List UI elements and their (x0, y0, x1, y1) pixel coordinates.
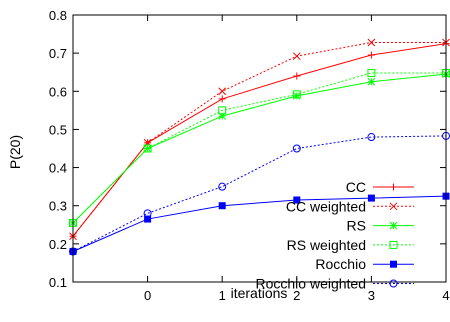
data-point (143, 209, 152, 218)
y-tick-label: 0.6 (49, 84, 67, 99)
x-tick-label: 2 (293, 288, 300, 303)
data-point (218, 87, 227, 96)
legend-item: RS weighted (287, 237, 414, 253)
y-tick-label: 0.8 (49, 8, 67, 23)
y-tick-label: 0.4 (49, 161, 67, 176)
data-point (367, 77, 376, 86)
x-axis-label: iterations (231, 285, 288, 301)
data-point (367, 68, 376, 77)
legend-label: CC weighted (286, 198, 366, 214)
data-point (218, 202, 226, 210)
data-point (218, 182, 227, 191)
x-tick-label: 0 (144, 288, 151, 303)
data-point (367, 51, 375, 59)
data-point (293, 196, 301, 204)
data-point (293, 72, 301, 80)
legend-marker (389, 202, 398, 211)
series-1 (69, 38, 450, 241)
series-5 (69, 131, 450, 256)
series-line (72, 72, 446, 224)
data-point (292, 52, 301, 61)
axis-ticks: 0.1 0.2 0.3 0.4 0.5 0.6 0.7 0.8 0 1 2 3 4 (49, 8, 450, 303)
legend-marker (390, 260, 397, 268)
y-tick-label: 0.7 (49, 46, 67, 61)
data-point (367, 133, 376, 142)
legend-label: RS (347, 218, 366, 234)
data-point (218, 95, 226, 103)
series-line (72, 73, 447, 224)
legend-marker (389, 279, 398, 288)
x-tick-label: 3 (368, 288, 375, 303)
data-point (292, 144, 301, 153)
y-tick-label: 0.1 (49, 275, 67, 290)
x-tick-label: 1 (219, 288, 226, 303)
y-tick-label: 0.5 (49, 122, 67, 137)
y-tick-label: 0.2 (49, 237, 67, 252)
series-line (72, 135, 447, 252)
legend-item: Rocchio weighted (255, 276, 414, 292)
x-tick-label: 4 (442, 288, 449, 303)
plot-frame (72, 14, 447, 283)
legend-label: CC (346, 179, 366, 195)
series-line (72, 41, 446, 237)
data-point (143, 144, 152, 153)
y-tick-label: 0.3 (49, 199, 67, 214)
legend-label: RS weighted (287, 237, 366, 253)
legend: CC CC weighted RS RS weighted Rocchio Rocchio… (255, 179, 414, 292)
legend-item: CC (346, 179, 414, 195)
data-point (144, 215, 152, 223)
legend-marker (389, 240, 398, 249)
data-point (218, 106, 227, 115)
series-line (72, 43, 447, 237)
plot-series (69, 38, 450, 256)
series-0 (69, 40, 450, 240)
legend-item: CC weighted (286, 198, 414, 214)
legend-label: Rocchio weighted (255, 276, 366, 292)
data-point (367, 38, 376, 47)
legend-item: Rocchio (315, 256, 414, 272)
series-line (72, 195, 447, 252)
data-point (292, 90, 301, 99)
legend-item: RS (347, 218, 414, 234)
y-axis-label: P(20) (7, 135, 23, 169)
legend-marker (390, 183, 397, 191)
legend-marker (389, 221, 398, 230)
data-point (367, 194, 375, 202)
legend-label: Rocchio (315, 256, 366, 272)
